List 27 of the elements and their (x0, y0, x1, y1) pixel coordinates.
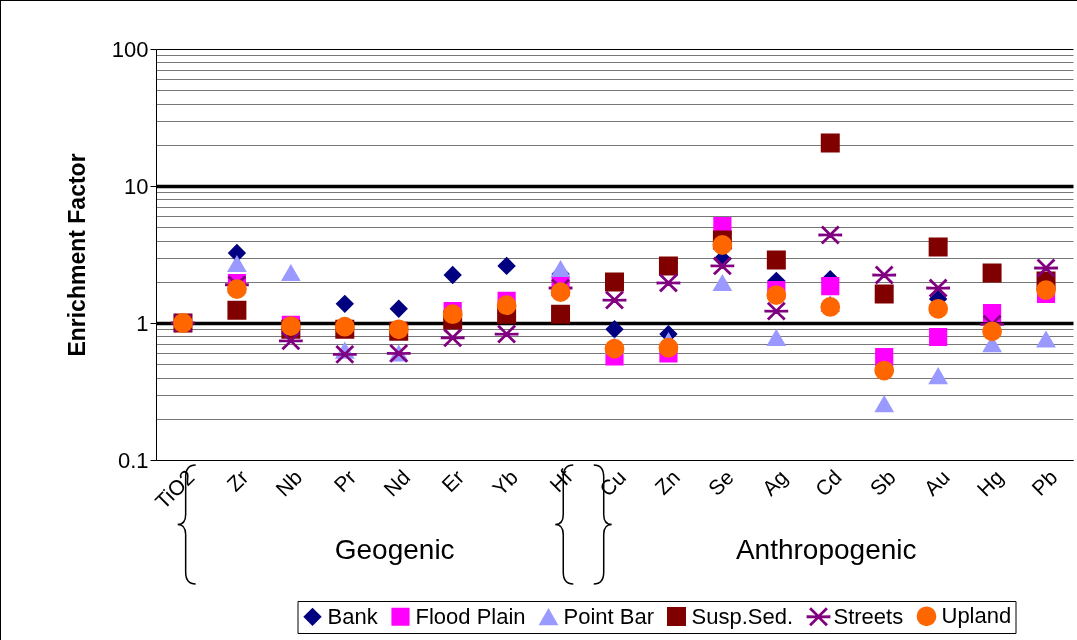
legend-label: Point Bar (563, 604, 654, 629)
y-tick-label: 10 (124, 173, 149, 199)
text: Geogenic (334, 534, 455, 566)
x-tick-label: Yb (487, 465, 523, 500)
x-tick-label: Hg (972, 465, 1008, 501)
y-tick-label: 1 (136, 310, 149, 336)
text: Anthropogenic (735, 534, 917, 566)
legend-label: Susp.Sed. (691, 603, 794, 629)
x-tick-label: Er (437, 465, 469, 497)
y-tick-label: 100 (111, 36, 149, 62)
x-tick-label: Zr (222, 465, 253, 496)
x-tick-label: Sb (865, 465, 900, 500)
x-tick-label: Pb (1027, 465, 1062, 500)
x-tick-label: Nb (271, 465, 307, 501)
x-tick-label: Ag (757, 465, 792, 500)
legend-label: Bank (327, 603, 379, 629)
y-axis-title: Enrichment Factor (63, 153, 90, 357)
x-tick-label: Se (703, 465, 738, 500)
x-tick-label: Cd (810, 465, 846, 501)
x-tick-label: Nd (379, 465, 415, 501)
x-tick-label: Au (919, 465, 954, 500)
x-tick-label: Zn (650, 465, 685, 499)
y-tick-label: 0.1 (117, 447, 149, 473)
x-tick-label: Pr (329, 465, 361, 497)
legend-label: Upland (941, 603, 1012, 629)
legend-label: Streets (833, 603, 904, 629)
legend-label: Flood Plain (415, 603, 526, 629)
